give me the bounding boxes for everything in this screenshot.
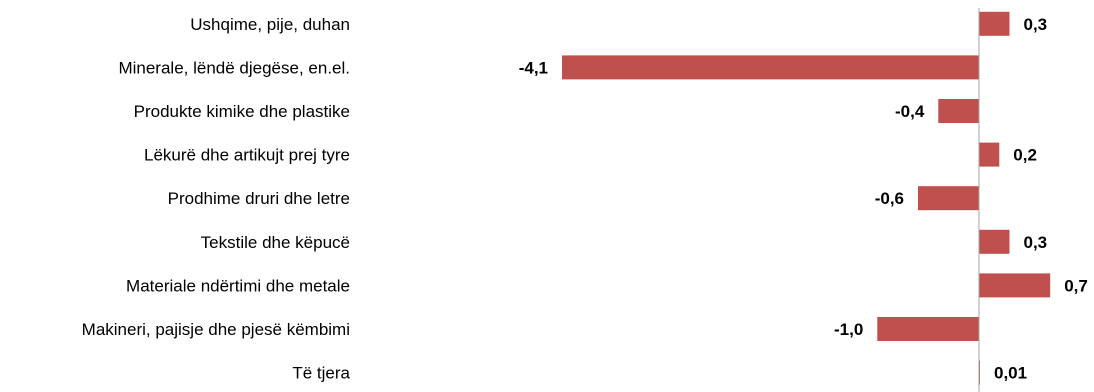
bar-tekstile-dhe-kepuce (979, 229, 1010, 254)
value-label: 0,3 (1024, 15, 1048, 34)
bar-prodhime-druri-dhe-letre (918, 186, 979, 211)
category-label: Materiale ndërtimi dhe metale (126, 276, 350, 295)
category-label: Lëkurë dhe artikujt prej tyre (144, 146, 350, 165)
value-label: -0,6 (875, 189, 904, 208)
category-labels-group: Ushqime, pije, duhan Minerale, lëndë djeg… (82, 15, 351, 383)
value-label: 0,7 (1064, 276, 1088, 295)
category-label: Prodhime druri dhe letre (168, 189, 350, 208)
value-label: 0,3 (1024, 233, 1048, 252)
value-label: -0,4 (895, 102, 925, 121)
category-label: Minerale, lëndë djegëse, en.el. (118, 58, 350, 77)
bar-produkte-kimike-dhe-plastike (938, 99, 979, 123)
category-label: Ushqime, pije, duhan (190, 15, 350, 34)
bar-makineri-pajisje-dhe-pjese-kembimi (877, 317, 979, 341)
bar-lekure-dhe-artikujt-prej-tyre (979, 142, 1000, 167)
value-labels-group: 0,3 -4,1 -0,4 0,2 -0,6 0,3 0,7 -1,0 0,01 (519, 15, 1088, 383)
value-label: -4,1 (519, 58, 548, 77)
category-label: Produkte kimike dhe plastike (134, 102, 350, 121)
value-label: 0,2 (1013, 146, 1037, 165)
category-label: Tekstile dhe këpucë (201, 233, 350, 252)
category-label: Të tjera (292, 364, 350, 383)
category-label: Makineri, pajisje dhe pjesë këmbimi (82, 320, 350, 339)
value-label: -1,0 (834, 320, 863, 339)
value-label: 0,01 (994, 364, 1027, 383)
bars-group (562, 11, 1051, 385)
bar-ushqime-pije-duhan (979, 11, 1010, 36)
bar-minerale-lende-djegese-en-el (562, 55, 979, 80)
bar-materiale-ndertimi-dhe-metale (979, 273, 1051, 298)
